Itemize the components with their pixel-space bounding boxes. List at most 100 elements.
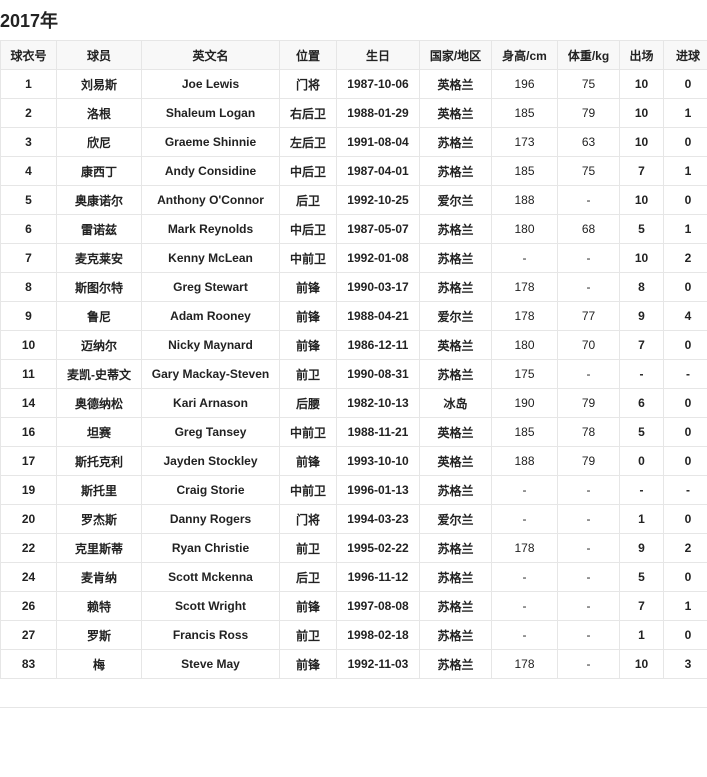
table-cell: Scott Mckenna — [141, 562, 280, 592]
table-cell: 罗杰斯 — [56, 504, 142, 534]
table-cell: 83 — [0, 649, 57, 679]
table-cell: 2 — [663, 533, 707, 563]
table-cell: 前卫 — [279, 620, 337, 650]
table-cell: 77 — [557, 301, 620, 331]
table-cell: 1 — [619, 620, 664, 650]
table-cell: 左后卫 — [279, 127, 337, 157]
table-cell: 0 — [663, 388, 707, 418]
table-cell: 1 — [663, 156, 707, 186]
table-cell: 1988-01-29 — [336, 98, 420, 128]
table-cell: 0 — [663, 504, 707, 534]
table-cell: 前锋 — [279, 330, 337, 360]
table-cell: 2 — [0, 98, 57, 128]
table-cell: 迈纳尔 — [56, 330, 142, 360]
table-row: 17 斯托克利 Jayden Stockley 前锋 1993-10-10 英格兰 188 7… — [0, 446, 707, 476]
table-cell: 9 — [0, 301, 57, 331]
table-cell: Anthony O'Connor — [141, 185, 280, 215]
table-cell: - — [557, 620, 620, 650]
table-row: 8 斯图尔特 Greg Stewart 前锋 1990-03-17 苏格兰 178-8 0 — [0, 272, 707, 302]
table-cell: 斯托克利 — [56, 446, 142, 476]
table-cell: 20 — [0, 504, 57, 534]
table-cell: 爱尔兰 — [419, 504, 492, 534]
table-cell: 24 — [0, 562, 57, 592]
table-cell: 5 — [619, 417, 664, 447]
table-cell: 苏格兰 — [419, 620, 492, 650]
table-row: 83 梅 Steve May 前锋 1992-11-03 苏格兰 178-10 3 — [0, 649, 707, 679]
column-header: 位置 — [279, 40, 337, 70]
table-cell: 中后卫 — [279, 214, 337, 244]
table-cell: 1992-11-03 — [336, 649, 420, 679]
table-cell: 0 — [619, 446, 664, 476]
table-cell: 178 — [491, 301, 558, 331]
table-cell: 1 — [663, 214, 707, 244]
table-cell: 0 — [663, 620, 707, 650]
table-cell: 0 — [663, 272, 707, 302]
table-cell: 14 — [0, 388, 57, 418]
table-cell: 爱尔兰 — [419, 301, 492, 331]
table-row: 3 欣尼 Graeme Shinnie 左后卫 1991-08-04 苏格兰 173 63 10… — [0, 127, 707, 157]
table-cell: 前锋 — [279, 272, 337, 302]
table-cell: 26 — [0, 591, 57, 621]
table-cell: 苏格兰 — [419, 127, 492, 157]
table-cell: 185 — [491, 156, 558, 186]
table-row: 6 雷诺兹 Mark Reynolds 中后卫 1987-05-07 苏格兰 180 68 5 1 — [0, 214, 707, 244]
table-cell: - — [557, 243, 620, 273]
table-cell: 6 — [0, 214, 57, 244]
table-cell: Jayden Stockley — [141, 446, 280, 476]
table-cell: 3 — [663, 649, 707, 679]
table-cell: 中前卫 — [279, 417, 337, 447]
table-cell: 10 — [619, 69, 664, 99]
table-cell: 1992-01-08 — [336, 243, 420, 273]
table-cell: 70 — [557, 330, 620, 360]
table-cell: 16 — [0, 417, 57, 447]
table-cell: 10 — [619, 127, 664, 157]
table-row: 10 迈纳尔 Nicky Maynard 前锋 1986-12-11 英格兰 180 70 7 0 — [0, 330, 707, 360]
table-cell: 188 — [491, 446, 558, 476]
table-row: 5 奥康诺尔 Anthony O'Connor 后卫 1992-10-25 爱尔兰 188-… — [0, 185, 707, 215]
table-cell: 22 — [0, 533, 57, 563]
table-cell: - — [491, 562, 558, 592]
table-cell: 0 — [663, 417, 707, 447]
table-cell: 雷诺兹 — [56, 214, 142, 244]
table-cell: 1992-10-25 — [336, 185, 420, 215]
table-cell: 前卫 — [279, 533, 337, 563]
table-cell: 苏格兰 — [419, 214, 492, 244]
table-cell: 苏格兰 — [419, 272, 492, 302]
table-cell: 6 — [619, 388, 664, 418]
table-cell: - — [663, 359, 707, 389]
table-cell: 7 — [0, 243, 57, 273]
table-cell: - — [557, 475, 620, 505]
table-cell: 后腰 — [279, 388, 337, 418]
table-cell: 门将 — [279, 504, 337, 534]
table-cell: 后卫 — [279, 185, 337, 215]
table-cell: Kenny McLean — [141, 243, 280, 273]
table-cell: - — [491, 620, 558, 650]
table-cell: 1988-11-21 — [336, 417, 420, 447]
table-cell: 后卫 — [279, 562, 337, 592]
table-cell: 3 — [0, 127, 57, 157]
table-cell: 7 — [619, 591, 664, 621]
table-cell: 1987-04-01 — [336, 156, 420, 186]
table-row: 19 斯托里 Craig Storie 中前卫 1996-01-13 苏格兰 - - - - — [0, 475, 707, 505]
table-cell: 4 — [0, 156, 57, 186]
table-cell: 19 — [0, 475, 57, 505]
table-cell: 188 — [491, 185, 558, 215]
table-cell: 10 — [619, 243, 664, 273]
table-cell: 0 — [663, 562, 707, 592]
table-cell: 前锋 — [279, 446, 337, 476]
table-cell: 英格兰 — [419, 330, 492, 360]
table-cell: 中后卫 — [279, 156, 337, 186]
table-cell: 63 — [557, 127, 620, 157]
table-row: 2 洛根 Shaleum Logan 右后卫 1988-01-29 英格兰 185 79 10 1 — [0, 98, 707, 128]
table-cell: 英格兰 — [419, 446, 492, 476]
table-cell: 178 — [491, 272, 558, 302]
table-cell: 前锋 — [279, 649, 337, 679]
table-cell: 79 — [557, 388, 620, 418]
table-cell: 1996-11-12 — [336, 562, 420, 592]
table-cell: - — [557, 649, 620, 679]
table-cell: Kari Arnason — [141, 388, 280, 418]
table-cell: 17 — [0, 446, 57, 476]
table-cell: 苏格兰 — [419, 591, 492, 621]
table-row: 1 刘易斯 Joe Lewis 门将 1987-10-06 英格兰 196 75 10 0 — [0, 69, 707, 99]
table-cell: Steve May — [141, 649, 280, 679]
